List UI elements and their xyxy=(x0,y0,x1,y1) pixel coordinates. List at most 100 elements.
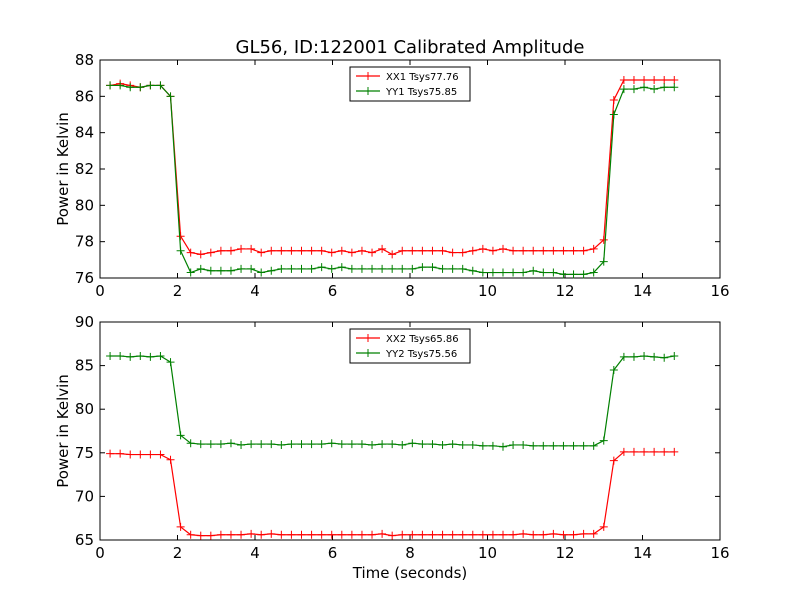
data-point xyxy=(670,75,679,84)
data-point xyxy=(428,246,437,255)
data-point xyxy=(237,264,246,273)
data-point xyxy=(277,530,286,539)
data-point xyxy=(488,441,497,450)
data-point xyxy=(287,440,296,449)
data-point xyxy=(438,246,447,255)
y-tick-label: 84 xyxy=(75,124,94,142)
data-point xyxy=(357,246,366,255)
data-point xyxy=(629,85,638,94)
data-point xyxy=(216,246,225,255)
data-point xyxy=(186,530,195,539)
data-point xyxy=(640,447,649,456)
data-point xyxy=(126,83,135,92)
x-tick-label: 4 xyxy=(250,544,260,562)
data-point xyxy=(609,110,618,119)
data-point xyxy=(216,530,225,539)
data-point xyxy=(438,264,447,273)
data-point xyxy=(297,530,306,539)
data-point xyxy=(619,85,628,94)
data-point xyxy=(559,270,568,279)
data-point xyxy=(539,441,548,450)
data-point xyxy=(438,440,447,449)
x-tick-label: 6 xyxy=(328,282,338,300)
data-point xyxy=(388,250,397,259)
y-axis-label: Power in Kelvin xyxy=(54,112,72,226)
data-point xyxy=(408,246,417,255)
data-point xyxy=(589,529,598,538)
y-tick-label: 90 xyxy=(75,313,94,331)
data-point xyxy=(226,266,235,275)
data-point xyxy=(116,352,125,361)
data-point xyxy=(539,268,548,277)
data-point xyxy=(237,440,246,449)
data-point xyxy=(116,81,125,90)
data-point xyxy=(650,352,659,361)
data-point xyxy=(418,263,427,272)
data-point xyxy=(629,352,638,361)
data-point xyxy=(287,530,296,539)
y-tick-label: 78 xyxy=(75,233,94,251)
data-point xyxy=(206,266,215,275)
data-point xyxy=(619,75,628,84)
data-point xyxy=(327,530,336,539)
data-point xyxy=(368,440,377,449)
data-point xyxy=(438,530,447,539)
data-point xyxy=(599,522,608,531)
data-point xyxy=(378,264,387,273)
data-point xyxy=(378,529,387,538)
data-point xyxy=(539,530,548,539)
data-point xyxy=(428,530,437,539)
x-tick-label: 14 xyxy=(633,544,652,562)
series-0 xyxy=(106,447,679,540)
data-point xyxy=(529,441,538,450)
data-point xyxy=(670,352,679,361)
data-point xyxy=(599,436,608,445)
data-point xyxy=(327,248,336,257)
x-tick-label: 12 xyxy=(555,544,574,562)
x-tick-label: 4 xyxy=(250,282,260,300)
x-tick-label: 16 xyxy=(710,282,729,300)
data-point xyxy=(448,248,457,257)
data-point xyxy=(257,530,266,539)
data-point xyxy=(337,246,346,255)
data-point xyxy=(488,530,497,539)
data-point xyxy=(650,75,659,84)
data-point xyxy=(478,244,487,253)
data-point xyxy=(317,440,326,449)
data-point xyxy=(347,248,356,257)
data-point xyxy=(146,352,155,361)
data-point xyxy=(458,530,467,539)
data-point xyxy=(337,263,346,272)
bottom-chart: 0 2 4 6 8 10 12 14 16 65 70 75 80 85 90 Power in Kelvin… xyxy=(54,313,730,582)
data-point xyxy=(629,75,638,84)
data-point xyxy=(378,440,387,449)
data-point xyxy=(589,244,598,253)
data-point xyxy=(559,441,568,450)
data-point xyxy=(398,246,407,255)
data-point xyxy=(549,441,558,450)
x-tick-label: 6 xyxy=(328,544,338,562)
top-chart: 0 2 4 6 8 10 12 14 16 76 78 80 82 84 86 88 Power in Kelv… xyxy=(54,51,730,300)
data-point xyxy=(509,530,518,539)
data-point xyxy=(579,246,588,255)
data-point xyxy=(468,266,477,275)
x-tick-label: 10 xyxy=(478,544,497,562)
data-point xyxy=(650,85,659,94)
data-point xyxy=(176,232,185,241)
data-point xyxy=(499,244,507,253)
data-point xyxy=(136,83,145,92)
data-point xyxy=(156,352,165,361)
data-point xyxy=(569,441,578,450)
legend-marker xyxy=(364,334,372,342)
data-point xyxy=(569,270,578,279)
x-tick-label: 8 xyxy=(405,544,415,562)
data-point xyxy=(146,450,155,459)
data-point xyxy=(196,531,205,540)
data-point xyxy=(347,530,356,539)
data-point xyxy=(599,257,608,266)
data-point xyxy=(579,441,588,450)
y-tick-label: 76 xyxy=(75,269,94,287)
data-point xyxy=(196,264,205,273)
data-point xyxy=(226,530,235,539)
data-point xyxy=(468,440,477,449)
